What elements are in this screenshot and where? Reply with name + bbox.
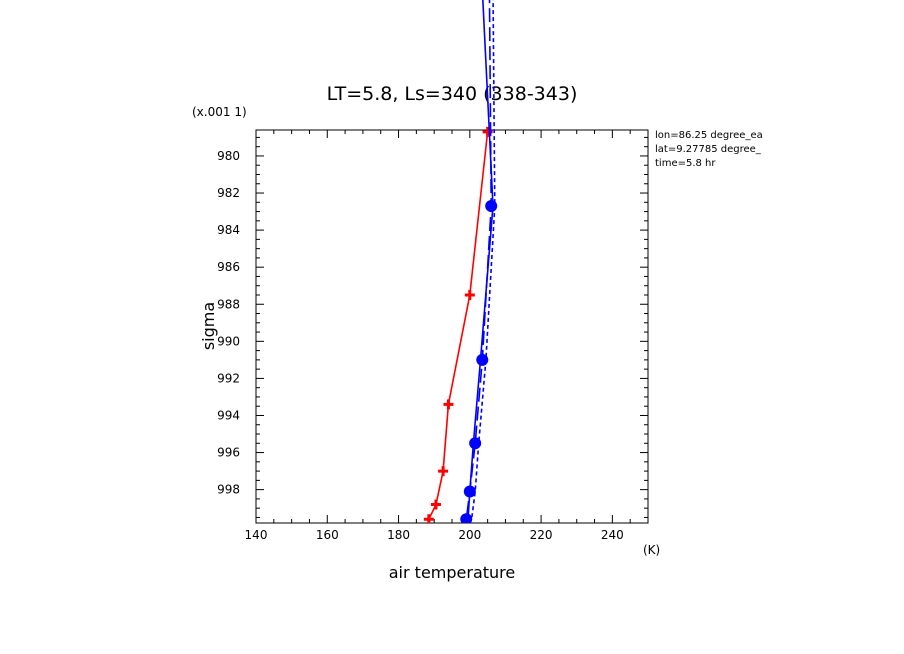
- x-tick-label: 140: [245, 528, 268, 542]
- x-tick-label: 220: [530, 528, 553, 542]
- plot-frame: [255, 129, 649, 524]
- info-line-time: time=5.8 hr: [655, 158, 716, 169]
- x-tick-labels: 140 160 180 200 220 240: [245, 528, 624, 542]
- y-tick-label: 986: [217, 260, 240, 274]
- series-4: [470, 0, 496, 520]
- x-axis-label: air temperature: [389, 563, 515, 582]
- data-point-circle: [463, 485, 476, 498]
- y-scale-note: (x.001 1): [192, 105, 247, 119]
- x-tick-label: 160: [316, 528, 339, 542]
- y-tick-labels: 980 982 984 986 988 990 992 994 996 998: [217, 149, 240, 497]
- info-line-lon: lon=86.25 degree_ea: [655, 130, 763, 141]
- series-1: [423, 126, 493, 523]
- series-3: [460, 0, 498, 523]
- data-point-cross: [464, 289, 475, 300]
- y-tick-label: 998: [217, 483, 240, 497]
- x-tick-label: 200: [458, 528, 481, 542]
- x-unit-label: (K): [643, 543, 660, 557]
- axis-ticks: [255, 130, 648, 523]
- x-tick-label: 240: [601, 528, 624, 542]
- chart-title: LT=5.8, Ls=340 (338-343): [327, 83, 578, 105]
- y-tick-label: 990: [217, 334, 240, 348]
- info-box: lon=86.25 degree_ea lat=9.27785 degree_ …: [655, 130, 763, 169]
- series-line: [470, 0, 496, 520]
- series-line: [428, 131, 489, 520]
- y-tick-label: 992: [217, 371, 240, 385]
- y-axis-label: sigma: [199, 302, 218, 350]
- series-layer: [423, 0, 498, 523]
- data-point-circle: [460, 513, 473, 523]
- x-tick-label: 180: [387, 528, 410, 542]
- y-tick-label: 996: [217, 446, 240, 460]
- y-tick-label: 982: [217, 186, 240, 200]
- data-point-cross: [430, 499, 441, 510]
- y-tick-label: 984: [217, 223, 240, 237]
- info-line-lat: lat=9.27785 degree_: [655, 144, 762, 155]
- data-point-cross: [438, 466, 449, 477]
- data-point-cross: [443, 399, 454, 410]
- y-tick-label: 980: [217, 149, 240, 163]
- y-tick-label: 988: [217, 297, 240, 311]
- y-tick-label: 994: [217, 408, 240, 422]
- data-point-cross: [423, 514, 434, 523]
